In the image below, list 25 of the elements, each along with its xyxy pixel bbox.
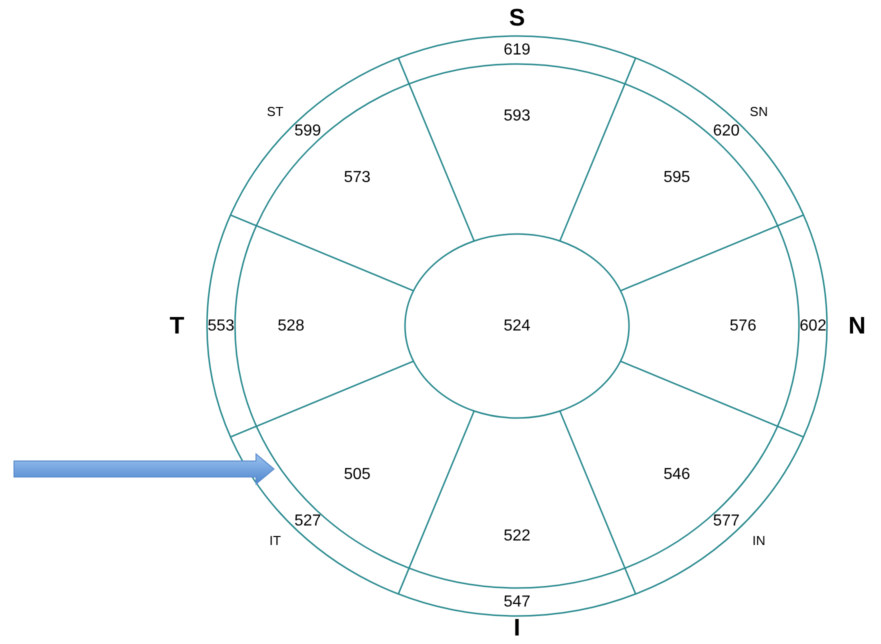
category-label: IT bbox=[269, 532, 281, 548]
data-label: 505 bbox=[344, 466, 371, 483]
data-label: 522 bbox=[504, 528, 530, 544]
data-label: 577 bbox=[712, 512, 740, 530]
data-label: 527 bbox=[294, 512, 322, 530]
category-label: SN bbox=[750, 104, 768, 120]
data-label: 593 bbox=[504, 108, 530, 124]
text: 524 bbox=[504, 318, 530, 334]
data-label: 602 bbox=[800, 318, 826, 334]
category-label: T bbox=[170, 312, 185, 340]
data-label: 553 bbox=[208, 318, 234, 334]
data-label: 576 bbox=[730, 318, 756, 334]
category-label: IN bbox=[752, 532, 766, 548]
category-label: S bbox=[508, 4, 526, 32]
data-label: 547 bbox=[504, 594, 530, 610]
data-label: 573 bbox=[344, 169, 371, 186]
category-label: ST bbox=[266, 104, 284, 120]
category-label: N bbox=[848, 312, 866, 340]
data-label: 595 bbox=[663, 169, 690, 186]
data-label: 619 bbox=[504, 42, 530, 58]
data-label: 620 bbox=[712, 122, 740, 140]
data-label: 528 bbox=[278, 318, 304, 334]
data-label: 599 bbox=[294, 122, 322, 140]
category-label: I bbox=[514, 614, 520, 642]
data-label: 546 bbox=[663, 466, 690, 483]
